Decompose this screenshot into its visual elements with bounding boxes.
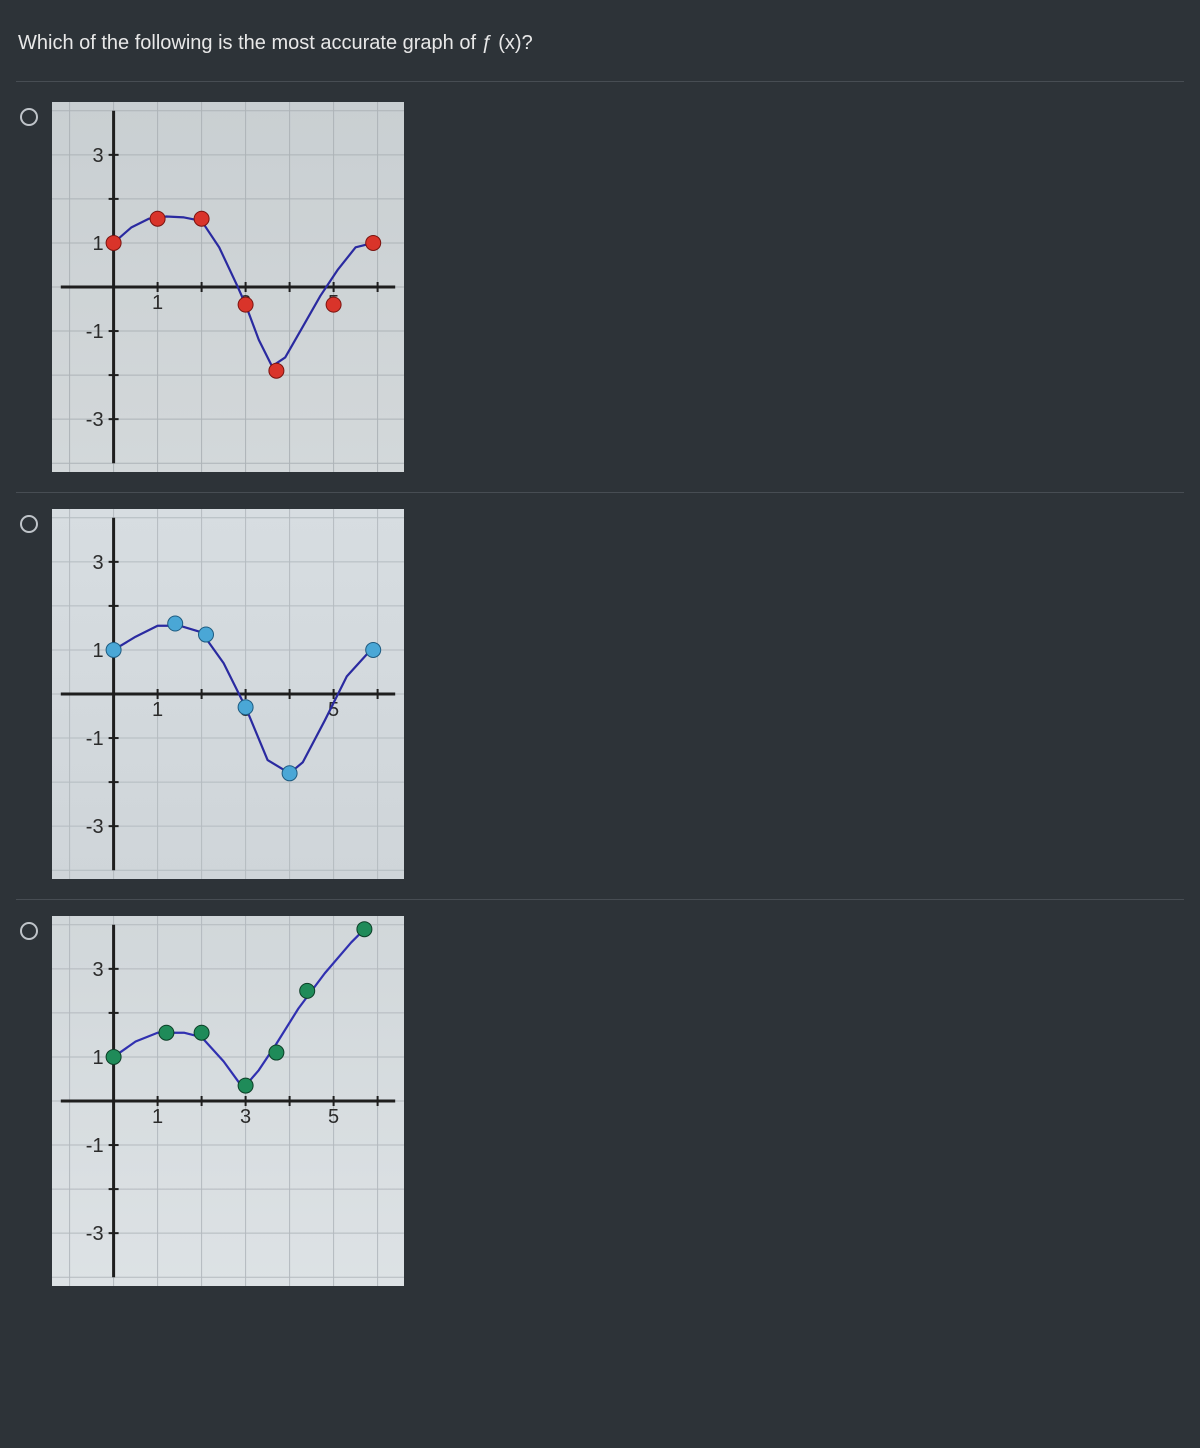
svg-text:3: 3 <box>240 1106 251 1128</box>
svg-text:-1: -1 <box>86 1135 104 1157</box>
svg-text:3: 3 <box>92 552 103 574</box>
svg-text:1: 1 <box>92 1047 103 1069</box>
radio-b[interactable] <box>20 515 38 533</box>
svg-text:-3: -3 <box>86 409 104 431</box>
svg-text:1: 1 <box>92 640 103 662</box>
svg-text:1: 1 <box>152 699 163 721</box>
svg-text:3: 3 <box>92 959 103 981</box>
options-list: 135-3-113135-3-113135-3-113 <box>16 94 1184 1296</box>
svg-text:1: 1 <box>92 233 103 255</box>
question-page: Which of the following is the most accur… <box>0 0 1200 1448</box>
radio-c[interactable] <box>20 922 38 940</box>
svg-text:-1: -1 <box>86 728 104 750</box>
svg-text:1: 1 <box>152 1106 163 1128</box>
graph-c: 1 3 5 -3 -1 1 3 <box>52 916 404 1286</box>
option-b[interactable]: 135-3-113 <box>16 492 1184 889</box>
graph-b: 135-3-113 <box>52 509 404 879</box>
svg-text:-3: -3 <box>86 816 104 838</box>
graph-a: 135-3-113 <box>52 102 404 472</box>
svg-text:-1: -1 <box>86 321 104 343</box>
svg-text:-3: -3 <box>86 1223 104 1245</box>
svg-text:1: 1 <box>152 292 163 314</box>
option-c[interactable]: 1 3 5 -3 -1 1 3 <box>16 899 1184 1296</box>
option-a[interactable]: 135-3-113 <box>16 94 1184 482</box>
svg-text:5: 5 <box>328 1106 339 1128</box>
svg-text:3: 3 <box>92 145 103 167</box>
question-text: Which of the following is the most accur… <box>18 32 1184 55</box>
radio-a[interactable] <box>20 108 38 126</box>
divider <box>16 81 1184 82</box>
